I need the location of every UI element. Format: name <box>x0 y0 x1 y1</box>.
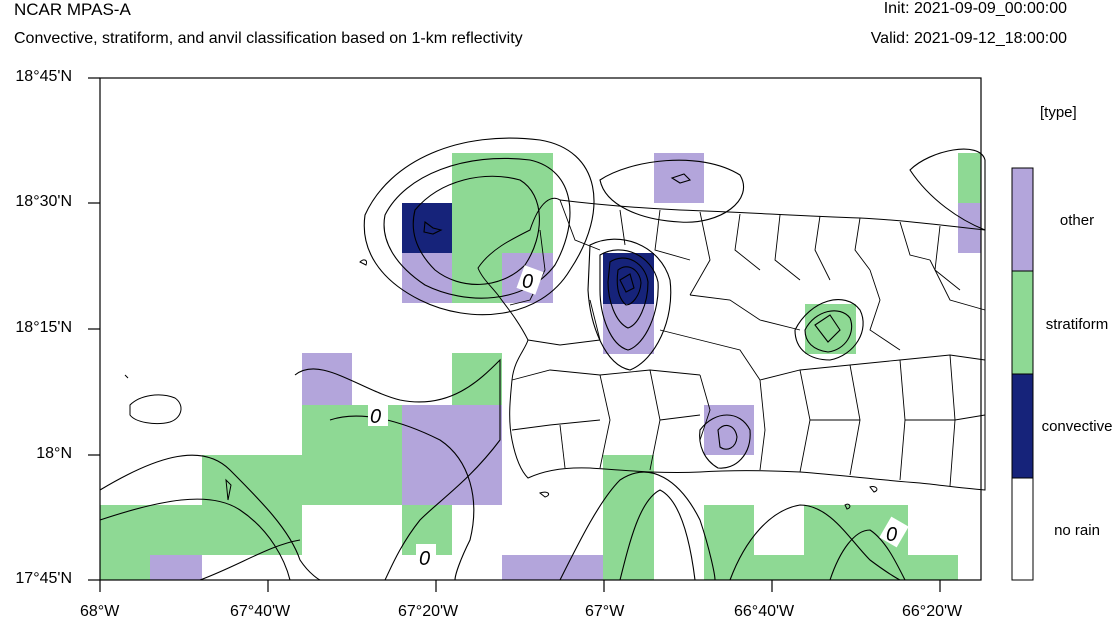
legend-label-other: other <box>1059 212 1095 229</box>
municipal-boundaries <box>509 199 986 487</box>
contour-label: 0 <box>419 548 430 570</box>
x-tick-label: 67°W <box>585 603 625 620</box>
legend-label-convective: convective <box>1041 418 1113 435</box>
legend-colorbar <box>1011 167 1034 581</box>
legend-label-no-rain: no rain <box>1054 522 1100 539</box>
plot-description: Convective, stratiform, and anvil classi… <box>14 30 523 47</box>
contour-labels: 0 0 0 0 <box>368 265 909 570</box>
valid-time: Valid: 2021-09-12_18:00:00 <box>870 30 1067 47</box>
axis-ticks <box>88 77 941 592</box>
y-tick-label: 18°15'N <box>15 319 72 336</box>
x-tick-label: 68°W <box>80 603 120 620</box>
y-tick-label: 18°N <box>36 445 72 462</box>
y-tick-label: 18°45'N <box>15 68 72 85</box>
model-title: NCAR MPAS-A <box>14 0 131 19</box>
contour-label: 0 <box>522 271 533 293</box>
legend-title: [type] <box>1040 104 1077 121</box>
x-tick-label: 66°20'W <box>902 603 963 620</box>
contour-label: 0 <box>886 524 897 546</box>
contour-label: 0 <box>370 406 381 428</box>
classification-cells <box>100 153 981 580</box>
legend-label-stratiform: stratiform <box>1045 316 1109 333</box>
legend-swatch-no-rain <box>1011 477 1034 581</box>
y-tick-label: 18°30'N <box>15 193 72 210</box>
init-time: Init: 2021-09-09_00:00:00 <box>883 0 1067 17</box>
x-tick-label: 67°40'W <box>230 603 291 620</box>
y-tick-label: 17°45'N <box>15 570 72 587</box>
x-tick-label: 67°20'W <box>398 603 459 620</box>
x-tick-label: 66°40'W <box>734 603 795 620</box>
